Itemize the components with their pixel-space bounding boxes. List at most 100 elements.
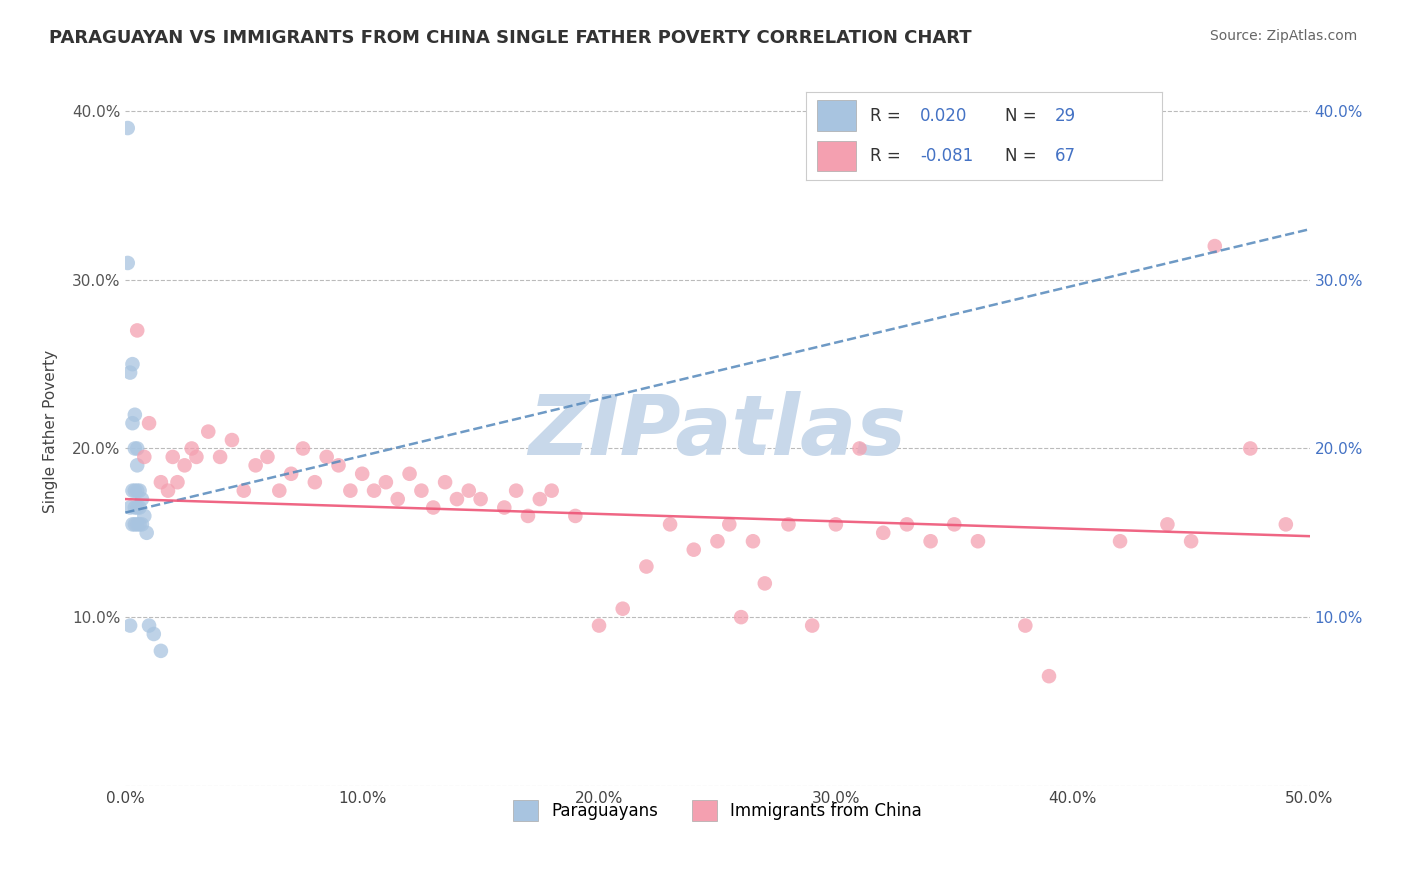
Point xyxy=(142,627,165,641)
Point xyxy=(328,458,350,473)
Point xyxy=(612,601,634,615)
Legend: Paraguayans, Immigrants from China: Paraguayans, Immigrants from China xyxy=(499,787,935,834)
Point xyxy=(778,517,800,532)
Point xyxy=(127,483,149,498)
Point xyxy=(166,475,188,490)
Point xyxy=(186,450,208,464)
Point xyxy=(120,500,142,515)
Point xyxy=(564,508,586,523)
Point xyxy=(470,492,492,507)
Point xyxy=(124,517,146,532)
Point xyxy=(134,450,156,464)
Point xyxy=(434,475,457,490)
Point xyxy=(1109,534,1132,549)
Point xyxy=(128,483,150,498)
Point xyxy=(162,450,184,464)
Point xyxy=(706,534,728,549)
Point xyxy=(824,517,846,532)
Point xyxy=(180,442,202,456)
Point xyxy=(120,366,142,380)
Point xyxy=(446,492,468,507)
Point xyxy=(801,618,824,632)
Point xyxy=(138,618,160,632)
Point xyxy=(339,483,361,498)
Point xyxy=(120,618,142,632)
Point xyxy=(124,483,146,498)
Point xyxy=(127,442,149,456)
Point xyxy=(131,517,153,532)
Point xyxy=(280,467,302,481)
Text: PARAGUAYAN VS IMMIGRANTS FROM CHINA SINGLE FATHER POVERTY CORRELATION CHART: PARAGUAYAN VS IMMIGRANTS FROM CHINA SING… xyxy=(49,29,972,46)
Point xyxy=(1038,669,1060,683)
Point xyxy=(127,500,149,515)
Point xyxy=(494,500,516,515)
Point xyxy=(872,525,894,540)
Point xyxy=(256,450,278,464)
Point xyxy=(131,492,153,507)
Point xyxy=(943,517,966,532)
Point xyxy=(1156,517,1178,532)
Point xyxy=(245,458,267,473)
Point xyxy=(363,483,385,498)
Point xyxy=(659,517,682,532)
Point xyxy=(124,442,146,456)
Point xyxy=(128,517,150,532)
Point xyxy=(269,483,291,498)
Point xyxy=(121,517,143,532)
Point xyxy=(1275,517,1298,532)
Point xyxy=(221,433,243,447)
Point xyxy=(127,517,149,532)
Y-axis label: Single Father Poverty: Single Father Poverty xyxy=(44,350,58,513)
Point xyxy=(374,475,396,490)
Point xyxy=(121,357,143,371)
Point xyxy=(291,442,314,456)
Point xyxy=(636,559,658,574)
Point xyxy=(135,525,157,540)
Point xyxy=(315,450,337,464)
Point xyxy=(920,534,942,549)
Text: ZIPatlas: ZIPatlas xyxy=(529,391,907,472)
Point xyxy=(149,644,172,658)
Point xyxy=(304,475,326,490)
Point xyxy=(1180,534,1202,549)
Point xyxy=(754,576,776,591)
Point xyxy=(967,534,990,549)
Point xyxy=(121,416,143,430)
Point xyxy=(156,483,179,498)
Point xyxy=(127,323,149,337)
Point xyxy=(896,517,918,532)
Point xyxy=(517,508,540,523)
Point xyxy=(422,500,444,515)
Point xyxy=(128,500,150,515)
Point xyxy=(529,492,551,507)
Point xyxy=(209,450,232,464)
Point xyxy=(127,458,149,473)
Point xyxy=(117,256,139,270)
Point xyxy=(387,492,409,507)
Point xyxy=(588,618,610,632)
Point xyxy=(117,121,139,136)
Point xyxy=(505,483,527,498)
Point xyxy=(1014,618,1036,632)
Text: Source: ZipAtlas.com: Source: ZipAtlas.com xyxy=(1209,29,1357,43)
Point xyxy=(173,458,195,473)
Point xyxy=(411,483,433,498)
Point xyxy=(149,475,172,490)
Point xyxy=(232,483,254,498)
Point xyxy=(730,610,752,624)
Point xyxy=(124,408,146,422)
Point xyxy=(121,483,143,498)
Point xyxy=(197,425,219,439)
Point xyxy=(540,483,562,498)
Point xyxy=(457,483,479,498)
Point xyxy=(138,416,160,430)
Point xyxy=(682,542,704,557)
Point xyxy=(1239,442,1261,456)
Point xyxy=(398,467,420,481)
Point xyxy=(124,500,146,515)
Point xyxy=(742,534,765,549)
Point xyxy=(848,442,870,456)
Point xyxy=(1204,239,1226,253)
Point xyxy=(718,517,741,532)
Point xyxy=(134,508,156,523)
